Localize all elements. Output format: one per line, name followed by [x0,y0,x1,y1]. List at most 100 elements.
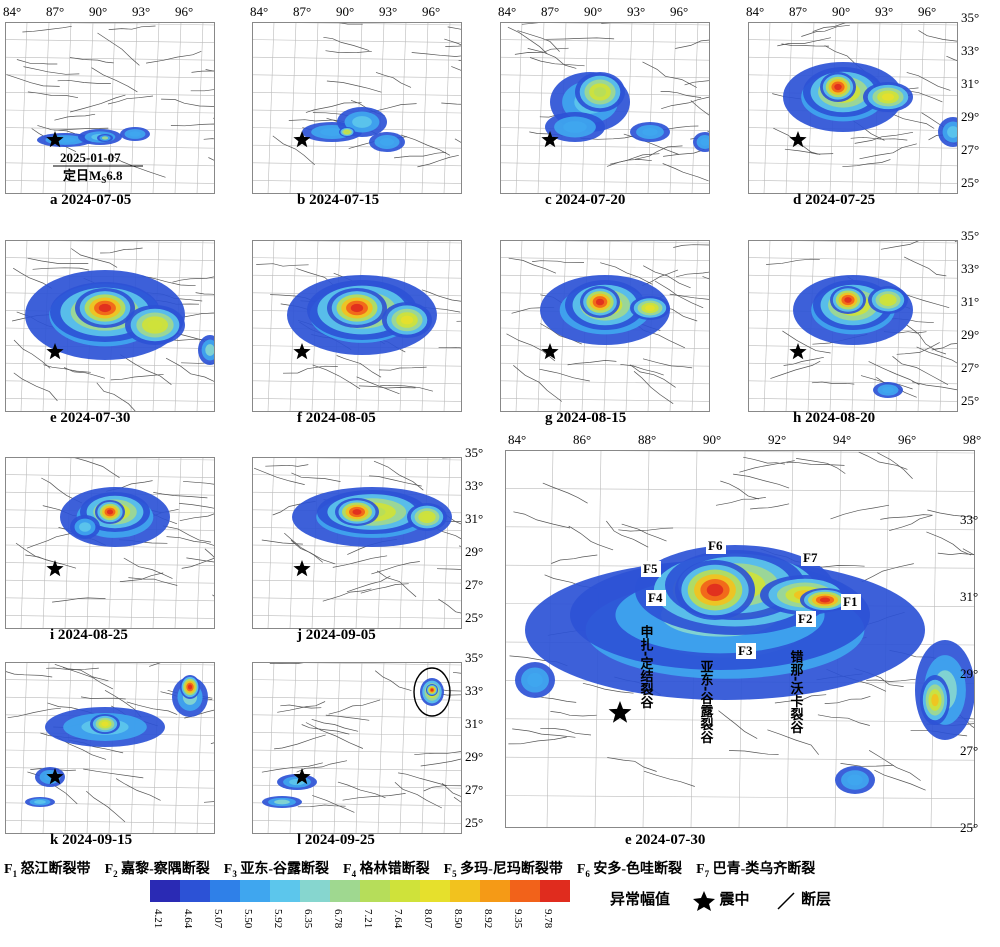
lon-label: 84° [3,4,22,19]
panel-caption: e 2024-07-30 [50,410,131,426]
map-panel-i: i 2024-08-25 [5,445,250,660]
anomaly-blob [101,136,109,140]
lon-label: 84° [250,4,269,19]
colorbar-tick: 8.07 [422,909,434,929]
anomaly-blob [527,672,543,688]
map-j [252,457,462,629]
map-c [500,22,710,194]
anomaly-blob [274,799,290,805]
fault-legend-item: F4 格林错断裂 [343,862,430,879]
big-lon-label: 88° [638,432,657,447]
map-panel-b: 84° 87° 90° 93° 96° b 2024-07-15 [250,4,497,225]
fault-mark: F7 [803,550,818,565]
colorbar-tick: 9.35 [512,909,524,929]
map-panel-f: f 2024-08-05 [252,228,497,443]
map-g [500,240,710,412]
big-lon-label: 92° [768,432,787,447]
colorbar-swatch [210,880,240,902]
map-svg-g [500,240,710,412]
big-lon-label: 84° [508,432,527,447]
colorbar-swatch [330,880,360,902]
map-svg-c [500,22,710,194]
anomaly-blob [642,128,658,136]
colorbar-swatch [240,880,270,902]
colorbar-swatch [510,880,540,902]
anomaly-blob [883,296,893,304]
fault-line-icon [777,892,795,910]
map-a: 2025-01-07 定日MS6.8 [5,22,215,194]
event-date: 2025-01-07 [60,150,121,165]
map-svg-k [5,662,215,834]
lon-label: 93° [132,4,151,19]
epicenter-star [608,701,632,723]
anomaly-field [25,270,215,365]
map-svg-j [252,457,462,629]
anomaly-blob [129,131,141,137]
anomaly-blob [101,721,109,727]
anomaly-field [287,275,437,355]
lat-label: 29° [465,749,484,764]
panel-caption: k 2024-09-15 [50,832,133,848]
epicenter-star [541,343,559,360]
colorbar-swatches [150,880,570,902]
map-panel-l: 35° 33° 31° 29° 27° 25° l 2024-09-25 [252,650,497,865]
fault-mark: F3 [738,643,753,658]
panel-caption: a 2024-07-05 [50,192,132,208]
anomaly-blob [106,509,114,515]
map-e [5,240,215,412]
epicenter-star [46,343,64,360]
lon-label: 96° [670,4,689,19]
map-svg-h [748,240,958,412]
anomaly-blob [881,93,895,101]
fault-legend-item: F6 安多-色哇断裂 [576,862,683,879]
event-magnitude: 定日MS6.8 [62,168,123,185]
lat-label: 31° [465,716,484,731]
lon-label: 96° [918,4,937,19]
anomaly-blob [147,320,163,330]
map-panel-e: e 2024-07-30 [5,228,250,443]
lat-label: 31° [465,511,484,526]
colorbar-swatch [150,880,180,902]
anomaly-blob [98,303,112,313]
colorbar-swatch [420,880,450,902]
lon-label: 84° [498,4,517,19]
map-f [252,240,462,412]
lat-label: 35° [961,10,980,25]
map-k [5,662,215,834]
lat-label: 35° [961,228,980,243]
epicenter-star [293,131,311,148]
panel-caption: f 2024-08-05 [297,410,376,426]
colorbar-tick: 7.21 [362,909,374,929]
fault-mark: F6 [708,538,723,553]
fault-mark: F1 [843,594,857,609]
epicenter-label: 震中 [719,892,750,908]
big-lon-label: 86° [573,432,592,447]
lat-label: 33° [961,261,980,276]
lat-label: 25° [961,175,980,190]
anomaly-blob [187,684,193,690]
fault-mark: F2 [798,611,812,626]
lon-label: 93° [875,4,894,19]
big-lat-label: 25° [960,820,979,835]
anomaly-field [540,275,670,345]
colorbar-swatch [360,880,390,902]
map-svg-f [252,240,462,412]
map-svg-e [5,240,215,412]
anomaly-field [25,675,208,807]
rift-label: 错那-沃卡裂谷 [788,649,805,734]
anomaly-field [545,72,710,152]
anomaly-blob [834,83,842,91]
lat-label: 25° [465,815,484,830]
colorbar-swatch [390,880,420,902]
colorbar-swatch [480,880,510,902]
epicenter-star [46,768,64,785]
anomaly-field [60,487,170,547]
anomaly-blob [947,126,958,138]
map-i [5,457,215,629]
lat-label: 29° [961,109,980,124]
colorbar-tick: 9.78 [542,909,554,929]
map-l [252,662,462,834]
anomaly-blob [882,386,894,394]
anomaly-field [515,545,975,794]
panel-caption: i 2024-08-25 [50,627,128,643]
